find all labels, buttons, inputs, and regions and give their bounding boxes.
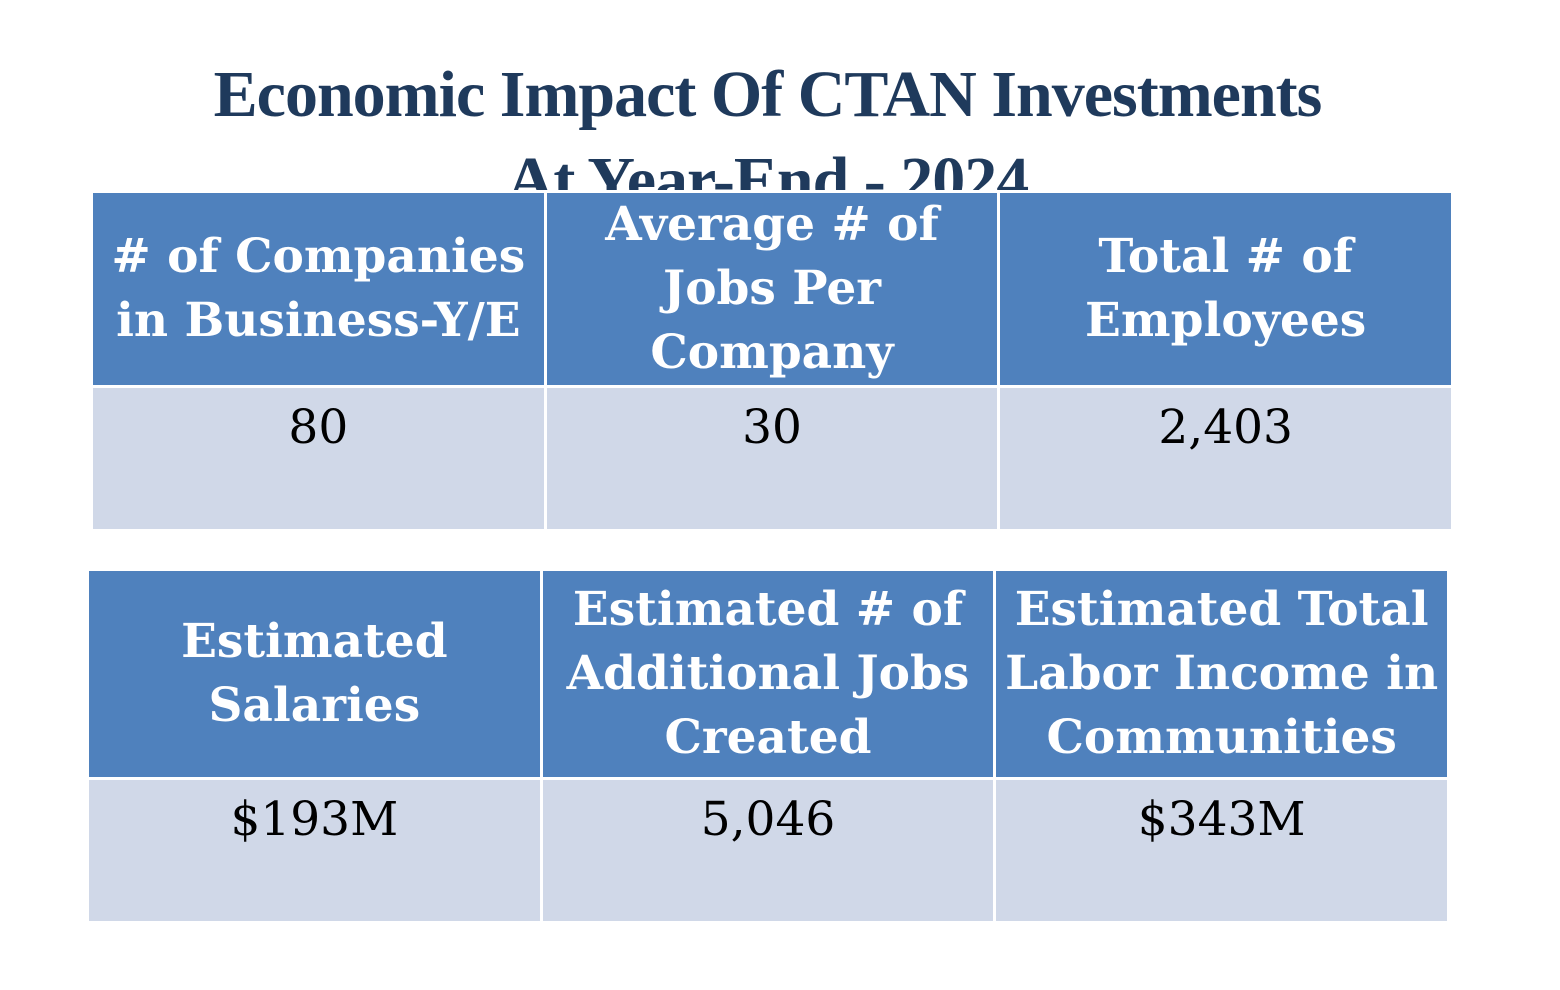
table-row: $193M 5,046 $343M [86,777,1450,924]
header-companies-in-business: # of Companies in Business-Y/E [90,190,547,388]
value-additional-jobs-created: 5,046 [539,777,997,924]
header-total-labor-income: Estimated Total Labor Income in Communit… [993,568,1450,780]
value-estimated-salaries: $193M [86,777,543,924]
page-title: Economic Impact Of CTAN Investments At Y… [0,52,1535,224]
table-header-row: Estimated Salaries Estimated # of Additi… [86,568,1450,780]
header-total-employees: Total # of Employees [997,190,1454,388]
header-average-jobs-per-company: Average # of Jobs Per Company [543,190,1001,388]
header-estimated-salaries: Estimated Salaries [86,568,543,780]
header-additional-jobs-created: Estimated # of Additional Jobs Created [539,568,997,780]
value-companies-in-business: 80 [90,385,547,532]
value-total-labor-income: $343M [993,777,1450,924]
table-header-row: # of Companies in Business-Y/E Average #… [90,190,1454,388]
value-average-jobs-per-company: 30 [543,385,1001,532]
income-summary-table: Estimated Salaries Estimated # of Additi… [86,568,1450,924]
jobs-summary-table: # of Companies in Business-Y/E Average #… [90,190,1454,532]
value-total-employees: 2,403 [997,385,1454,532]
table-row: 80 30 2,403 [90,385,1454,532]
page-title-line-1: Economic Impact Of CTAN Investments [213,58,1323,132]
